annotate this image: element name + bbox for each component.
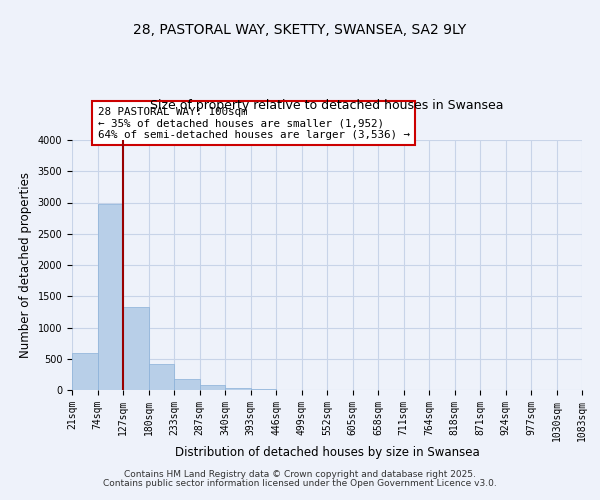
Bar xyxy=(149,364,174,390)
Bar xyxy=(199,385,225,390)
Bar xyxy=(174,379,199,390)
X-axis label: Distribution of detached houses by size in Swansea: Distribution of detached houses by size … xyxy=(175,446,479,460)
Bar xyxy=(97,204,123,390)
Y-axis label: Number of detached properties: Number of detached properties xyxy=(19,172,32,358)
Text: Contains public sector information licensed under the Open Government Licence v3: Contains public sector information licen… xyxy=(103,478,497,488)
Title: Size of property relative to detached houses in Swansea: Size of property relative to detached ho… xyxy=(150,100,504,112)
Bar xyxy=(72,352,97,390)
Text: 28, PASTORAL WAY, SKETTY, SWANSEA, SA2 9LY: 28, PASTORAL WAY, SKETTY, SWANSEA, SA2 9… xyxy=(133,22,467,36)
Text: Contains HM Land Registry data © Crown copyright and database right 2025.: Contains HM Land Registry data © Crown c… xyxy=(124,470,476,479)
Bar xyxy=(225,388,251,390)
Bar xyxy=(123,307,149,390)
Text: 28 PASTORAL WAY: 100sqm
← 35% of detached houses are smaller (1,952)
64% of semi: 28 PASTORAL WAY: 100sqm ← 35% of detache… xyxy=(97,107,409,140)
